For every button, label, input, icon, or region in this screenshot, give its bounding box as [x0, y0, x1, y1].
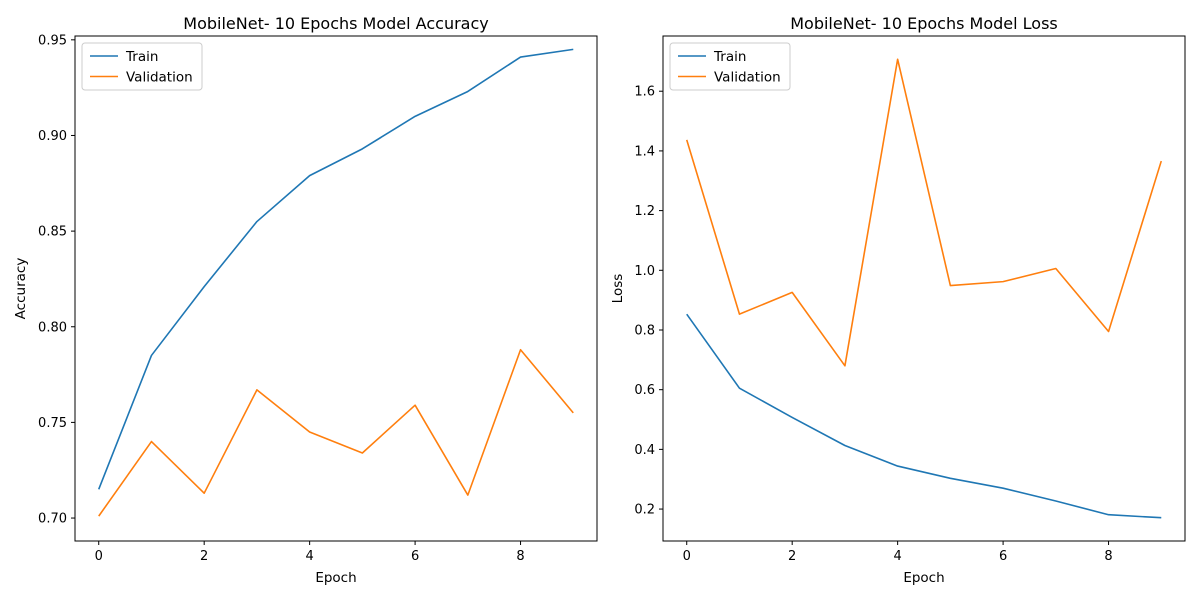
- accuracy-y-axis-label: Accuracy: [13, 258, 29, 320]
- accuracy-x-tick-label: 4: [305, 549, 313, 564]
- accuracy-series-line-validation: [98, 348, 574, 517]
- accuracy-y-tick-label: 0.90: [38, 129, 67, 144]
- accuracy-plot-frame: [74, 35, 598, 542]
- loss-x-tick-label: 2: [788, 549, 796, 564]
- accuracy-legend: [81, 42, 203, 91]
- loss-y-tick-label: 1.0: [634, 264, 655, 279]
- loss-y-tick-label: 1.4: [634, 144, 655, 159]
- loss-series-line-validation: [685, 58, 1163, 367]
- loss-legend-label-validation: Validation: [714, 70, 781, 86]
- loss-y-tick-label: 1.2: [634, 204, 655, 219]
- accuracy-y-tick-label: 0.70: [38, 512, 67, 527]
- loss-chart: MobileNet- 10 Epochs Model Loss 0 2 4 6 8 0.2 0…: [610, 14, 1186, 586]
- accuracy-legend-label-train: Train: [125, 49, 158, 65]
- loss-x-tick-label: 0: [683, 549, 691, 564]
- loss-y-tick-label: 1.6: [634, 85, 655, 100]
- accuracy-x-tick-label: 8: [516, 549, 524, 564]
- accuracy-x-axis-label: Epoch: [315, 570, 356, 586]
- loss-y-tick-label: 0.6: [634, 383, 655, 398]
- loss-y-tick-label: 0.8: [634, 323, 655, 338]
- loss-y-tick-label: 0.4: [634, 443, 655, 458]
- accuracy-x-tick-label: 2: [200, 549, 208, 564]
- accuracy-legend-label-validation: Validation: [126, 70, 193, 86]
- accuracy-x-tick-label: 6: [411, 549, 419, 564]
- loss-y-tick-label: 0.2: [634, 503, 655, 518]
- loss-legend-label-train: Train: [713, 49, 746, 65]
- loss-x-tick-label: 6: [999, 549, 1007, 564]
- loss-legend: [669, 42, 791, 91]
- accuracy-chart: MobileNet- 10 Epochs Model Accuracy 0 2 4 6 8…: [13, 14, 598, 586]
- accuracy-y-tick-label: 0.80: [38, 320, 67, 335]
- loss-plot-frame: [662, 35, 1186, 542]
- accuracy-x-tick-label: 0: [95, 549, 103, 564]
- accuracy-y-tick-label: 0.85: [38, 225, 67, 240]
- loss-x-tick-label: 4: [893, 549, 901, 564]
- loss-x-tick-label: 8: [1104, 549, 1112, 564]
- accuracy-y-tick-label: 0.75: [38, 416, 67, 431]
- loss-series-line-train: [686, 313, 1162, 519]
- loss-y-axis-label: Loss: [610, 274, 626, 304]
- accuracy-y-tick-label: 0.95: [38, 33, 67, 48]
- loss-x-axis-label: Epoch: [903, 570, 944, 586]
- accuracy-series-line-train: [97, 48, 574, 490]
- accuracy-chart-title: MobileNet- 10 Epochs Model Accuracy: [183, 14, 488, 33]
- loss-chart-title: MobileNet- 10 Epochs Model Loss: [790, 14, 1058, 33]
